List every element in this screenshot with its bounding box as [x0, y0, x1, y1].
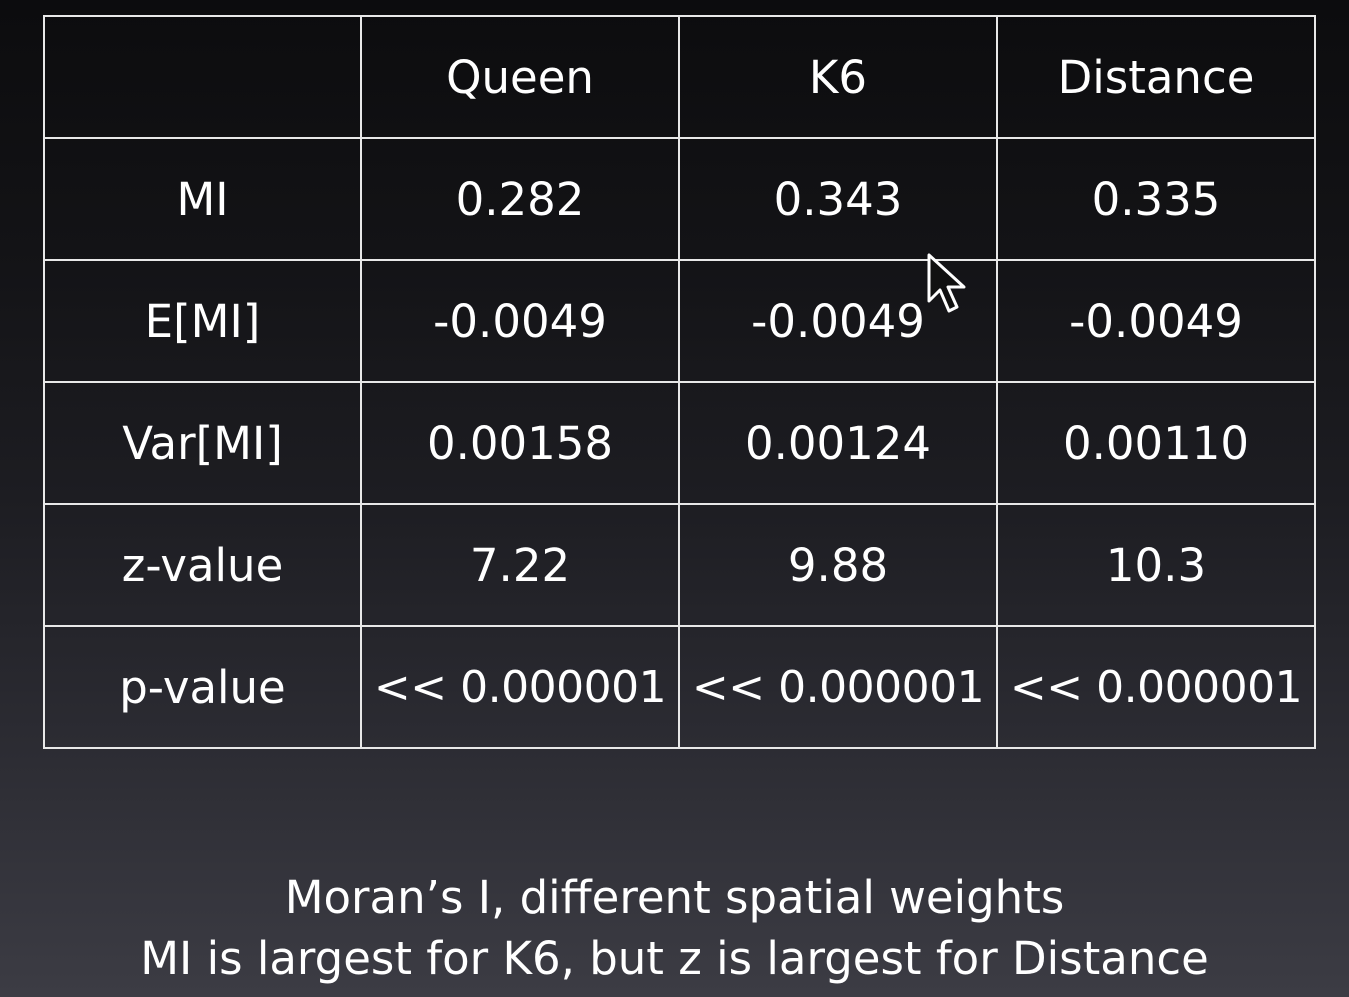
- table-row: z-value 7.22 9.88 10.3: [43, 503, 1316, 627]
- table-cell: 7.22: [360, 503, 680, 627]
- table-cell: 0.343: [678, 137, 998, 261]
- table-cell: 0.282: [360, 137, 680, 261]
- table-row: MI 0.282 0.343 0.335: [43, 137, 1316, 261]
- table-row: p-value << 0.000001 << 0.000001 << 0.000…: [43, 625, 1316, 749]
- header-queen: Queen: [360, 15, 680, 139]
- caption-line-1: Moran’s I, different spatial weights: [284, 871, 1065, 924]
- header-distance: Distance: [996, 15, 1316, 139]
- table-cell: 0.335: [996, 137, 1316, 261]
- mouse-pointer-icon: [927, 253, 966, 313]
- table-cell: 10.3: [996, 503, 1316, 627]
- table-cell: 0.00124: [678, 381, 998, 505]
- table-cell: 0.00158: [360, 381, 680, 505]
- row-label: p-value: [43, 625, 362, 749]
- header-corner-cell: [43, 15, 362, 139]
- row-label: MI: [43, 137, 362, 261]
- table-cell: -0.0049: [360, 259, 680, 383]
- results-table: Queen K6 Distance MI 0.282 0.343 0.335 E…: [43, 15, 1316, 749]
- caption-line-2: MI is largest for K6, but z is largest f…: [140, 932, 1209, 985]
- header-k6: K6: [678, 15, 998, 139]
- row-label: Var[MI]: [43, 381, 362, 505]
- table-header-row: Queen K6 Distance: [43, 15, 1316, 139]
- table-row: Var[MI] 0.00158 0.00124 0.00110: [43, 381, 1316, 505]
- row-label: z-value: [43, 503, 362, 627]
- table-cell: << 0.000001: [678, 625, 998, 749]
- table-cell: 9.88: [678, 503, 998, 627]
- table-cell: -0.0049: [996, 259, 1316, 383]
- table-cell: 0.00110: [996, 381, 1316, 505]
- table-cell: -0.0049: [678, 259, 998, 383]
- row-label: E[MI]: [43, 259, 362, 383]
- table-cell: << 0.000001: [996, 625, 1316, 749]
- table-cell: << 0.000001: [360, 625, 680, 749]
- table-row: E[MI] -0.0049 -0.0049 -0.0049: [43, 259, 1316, 383]
